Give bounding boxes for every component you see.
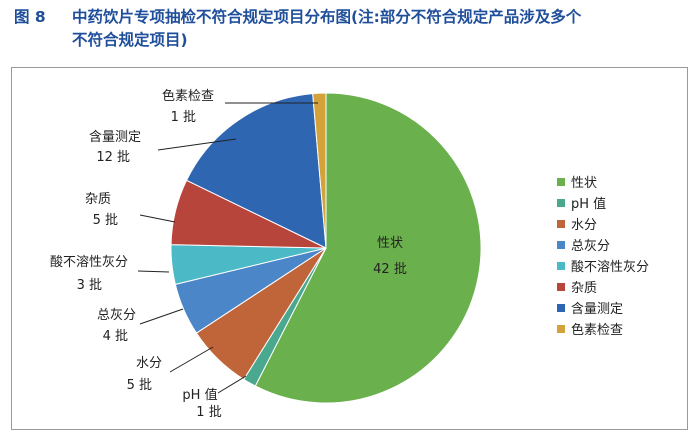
- slice-name-label: pH 值: [182, 387, 217, 403]
- legend-swatch: [557, 283, 565, 291]
- slice-name-label: 性状: [377, 236, 403, 251]
- legend-entry: 酸不溶性灰分: [571, 260, 649, 275]
- figure-number: 图 8: [14, 8, 46, 26]
- slice-name-label: 含量测定: [89, 129, 141, 145]
- legend-swatch: [557, 220, 565, 228]
- slice-name-label: 水分: [136, 356, 162, 371]
- legend-swatch: [557, 178, 565, 186]
- slice-value-label: 12 批: [96, 150, 130, 165]
- leader-line-5: [139, 214, 176, 223]
- slice-value-label: 4 批: [103, 329, 128, 344]
- slice-name-label: 杂质: [85, 192, 111, 207]
- slice-name-label: 色素检查: [162, 88, 214, 104]
- leader-line-4: [137, 270, 170, 273]
- figure-caption: 图 8 中药饮片专项抽检不符合规定项目分布图(注:部分不符合规定产品涉及多个 不符…: [14, 6, 694, 52]
- legend-entry: 含量测定: [571, 301, 623, 317]
- legend-entry: 水分: [571, 218, 597, 233]
- leader-line-1: [217, 375, 247, 394]
- slice-name-label: 酸不溶性灰分: [50, 255, 128, 270]
- pie-slice-0: [254, 92, 482, 404]
- legend-entry: 性状: [571, 176, 597, 191]
- legend-entry: pH 值: [571, 196, 606, 212]
- slice-value-label: 42 批: [373, 262, 407, 277]
- leader-line-6: [157, 138, 237, 151]
- slice-value-label: 1 批: [171, 110, 196, 125]
- caption-line-1: 中药饮片专项抽检不符合规定项目分布图(注:部分不符合规定产品涉及多个: [72, 8, 582, 26]
- legend-swatch: [557, 199, 565, 207]
- legend-entry: 总灰分: [571, 239, 610, 254]
- caption-line-2: 不符合规定项目): [72, 31, 188, 49]
- slice-value-label: 5 批: [127, 378, 152, 393]
- legend-swatch: [557, 325, 565, 333]
- legend-entry: 色素检查: [571, 322, 623, 338]
- legend-swatch: [557, 304, 565, 312]
- legend-swatch: [557, 241, 565, 249]
- legend-swatch: [557, 262, 565, 270]
- leader-line-2: [169, 346, 214, 373]
- slice-value-label: 5 批: [93, 213, 118, 228]
- pie-slice-6: [185, 93, 327, 249]
- pie-slice-7: [312, 92, 327, 249]
- leader-line-3: [139, 308, 184, 325]
- slice-value-label: 1 批: [196, 405, 221, 420]
- legend-entry: 杂质: [571, 281, 597, 296]
- slice-name-label: 总灰分: [97, 308, 136, 323]
- slice-value-label: 3 批: [77, 278, 102, 293]
